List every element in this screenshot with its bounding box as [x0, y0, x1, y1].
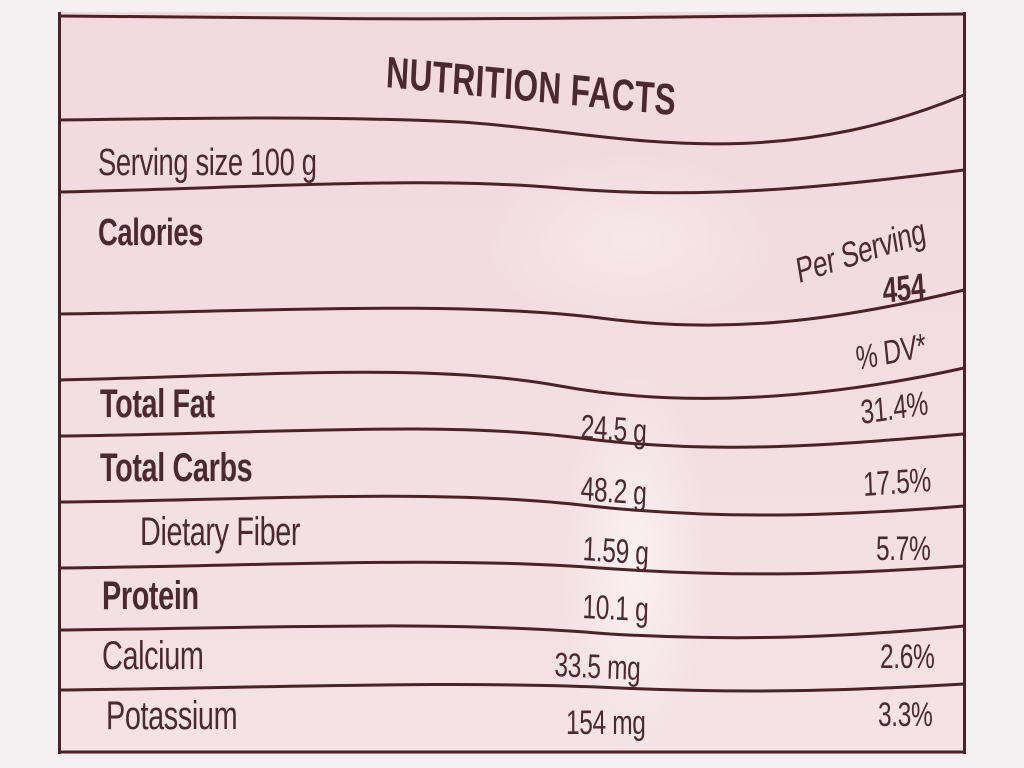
nutrient-daily-value: 2.6%	[880, 638, 935, 676]
rule-dv-header-bottom	[59, 366, 965, 400]
rule-title-bottom	[59, 93, 965, 146]
rule-total-fat-bottom	[59, 427, 965, 449]
nutrient-amount: 154 mg	[566, 704, 646, 742]
nutrient-name: Dietary Fiber	[140, 510, 301, 554]
nutrient-amount: 10.1 g	[582, 588, 649, 630]
nutrient-name: Protein	[102, 574, 199, 618]
nutrient-name: Potassium	[106, 694, 238, 738]
nutrient-daily-value: 17.5%	[862, 461, 932, 505]
nutrient-amount: 1.59 g	[582, 530, 650, 573]
nutrient-name: Total Fat	[100, 382, 215, 426]
top-edge	[59, 12, 965, 21]
nutrient-amount: 33.5 mg	[554, 646, 641, 689]
calories-value: 454	[881, 265, 926, 312]
nutrient-amount: 24.5 g	[580, 408, 648, 451]
rule-calories-bottom	[59, 288, 965, 327]
nutrient-daily-value: 3.3%	[878, 696, 933, 734]
rule-total-carbs-bottom	[59, 494, 965, 517]
nutrient-name: Calcium	[102, 634, 204, 678]
calories-label: Calories	[98, 212, 204, 254]
rule-protein-bottom	[59, 624, 965, 640]
rule-calcium-bottom	[59, 682, 965, 693]
nutrient-amount: 48.2 g	[580, 470, 648, 513]
serving-size: Serving size 100 g	[98, 142, 317, 184]
rule-serving-bottom	[59, 168, 965, 195]
nutrient-daily-value: 5.7%	[876, 530, 931, 568]
nutrient-name: Total Carbs	[100, 446, 253, 490]
rule-dietary-fiber-bottom	[59, 560, 965, 576]
